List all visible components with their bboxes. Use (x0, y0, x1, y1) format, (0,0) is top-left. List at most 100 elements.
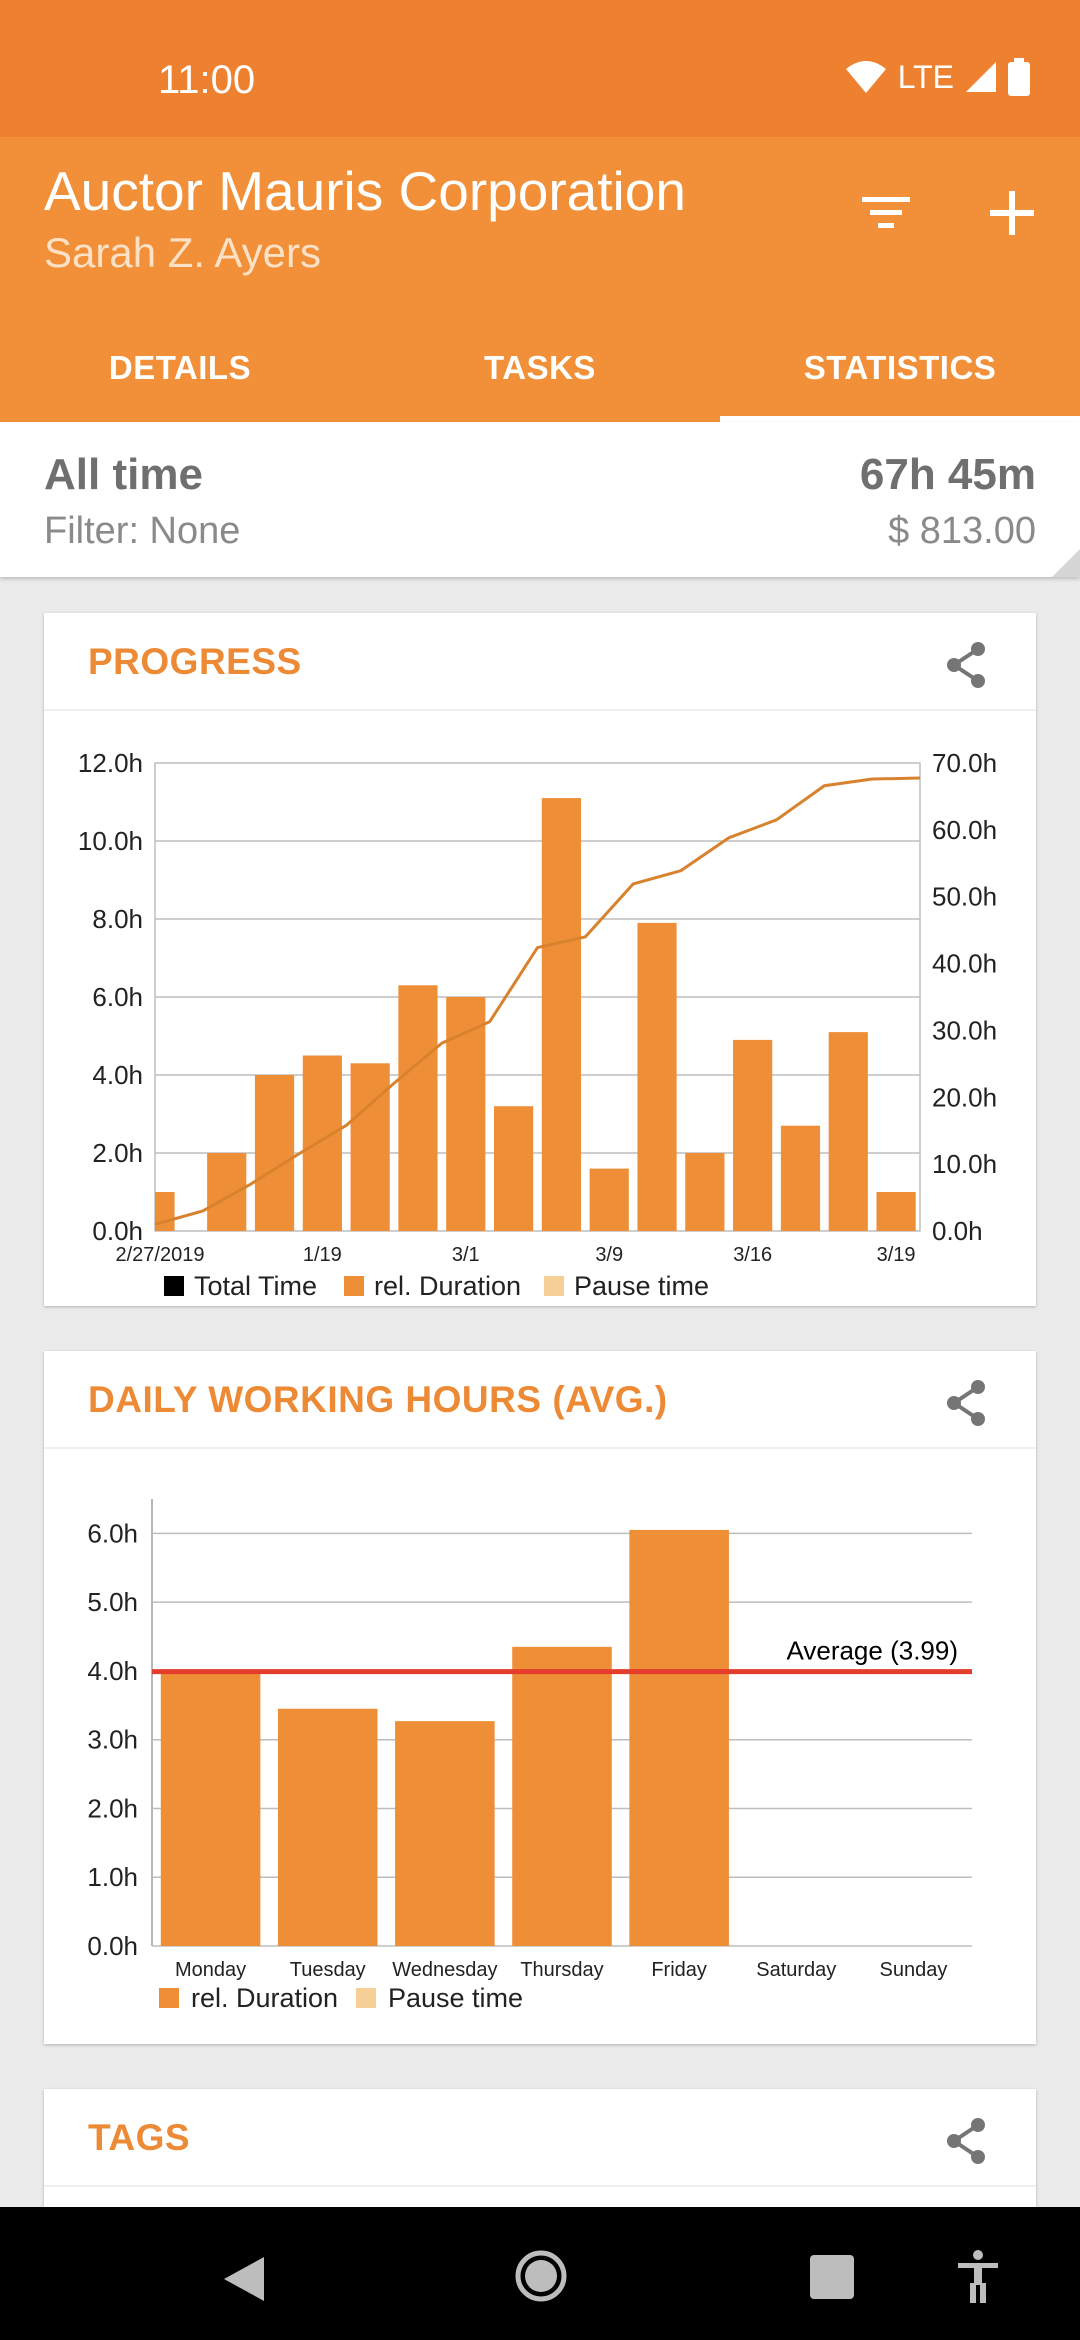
x-tick: Friday (651, 1959, 707, 1981)
accessibility-icon[interactable] (956, 2249, 1000, 2305)
home-icon[interactable] (514, 2249, 568, 2303)
legend-label: rel. Duration (374, 1271, 521, 1301)
average-label: Average (3.99) (786, 1636, 958, 1666)
progress-card-header: PROGRESS (44, 613, 1036, 711)
daily-hours-chart: Average (3.99) 0.0h 1.0h 2.0h 3.0h 4.0h 5.0h 6… (87, 1499, 972, 2013)
share-icon[interactable] (944, 2117, 988, 2165)
daily-bar (160, 1670, 261, 1946)
y-tick: 4.0h (87, 1656, 138, 1686)
appbar-actions (858, 185, 1040, 241)
duration-bar (155, 1192, 175, 1231)
legend-swatch (159, 1988, 179, 2008)
navigation-bar (0, 2207, 1080, 2340)
tab-tasks[interactable]: TASKS (484, 349, 596, 386)
duration-bar (733, 1039, 773, 1231)
x-tick: Wednesday (392, 1959, 497, 1981)
x-tick: Thursday (520, 1959, 603, 1981)
y-tick: 5.0h (87, 1587, 138, 1617)
expand-corner-icon (1052, 549, 1080, 577)
legend-label: Total Time (194, 1271, 317, 1301)
client-contact: Sarah Z. Ayers (44, 229, 322, 276)
daily-hours-card: DAILY WORKING HOURS (AVG.) Average (3.99… (44, 1351, 1036, 2044)
total-amount: $ 813.00 (888, 510, 1036, 552)
x-tick: 3/9 (595, 1244, 623, 1266)
client-title: Auctor Mauris Corporation (44, 160, 686, 222)
daily-bar (395, 1721, 495, 1946)
status-bar: 11:00 LTE (0, 0, 1080, 137)
y-tick: 1.0h (87, 1862, 138, 1892)
legend-label: Pause time (574, 1271, 709, 1301)
duration-bar (302, 1055, 342, 1231)
duration-bar (446, 997, 486, 1231)
daily-bar (512, 1646, 612, 1946)
tags-card-title: TAGS (88, 2117, 191, 2158)
y-right-tick: 0.0h (932, 1216, 983, 1246)
tags-card-header: TAGS (44, 2089, 1036, 2187)
duration-bar (207, 1153, 247, 1231)
duration-bar (685, 1153, 725, 1231)
add-icon[interactable] (984, 185, 1040, 241)
x-tick: Monday (175, 1959, 246, 1981)
duration-bar (637, 922, 677, 1231)
duration-bar (780, 1125, 821, 1231)
duration-bar (398, 985, 438, 1231)
progress-card: PROGRESS 0.0h 2.0h 4.0h 6.0h 8.0h 10.0h 12.0h … (44, 613, 1036, 1306)
status-icons: LTE (844, 58, 1030, 96)
filter-status: Filter: None (44, 510, 241, 552)
share-icon[interactable] (944, 641, 988, 689)
y-right-tick: 70.0h (932, 748, 997, 778)
x-tick: 3/1 (452, 1244, 480, 1266)
daily-bar (277, 1708, 378, 1946)
daily-card-header: DAILY WORKING HOURS (AVG.) (44, 1351, 1036, 1449)
progress-card-title: PROGRESS (88, 641, 302, 682)
share-icon[interactable] (944, 1379, 988, 1427)
total-duration: 67h 45m (859, 450, 1036, 499)
y-right-tick: 10.0h (932, 1149, 997, 1179)
time-range: All time (44, 450, 203, 499)
y-left-tick: 2.0h (92, 1138, 143, 1168)
filter-icon[interactable] (858, 185, 914, 241)
y-right-tick: 50.0h (932, 882, 997, 912)
y-left-tick: 0.0h (92, 1216, 143, 1246)
y-right-tick: 40.0h (932, 949, 997, 979)
legend-label: rel. Duration (191, 1983, 338, 2013)
x-tick: 3/16 (733, 1244, 772, 1266)
tags-card: TAGS (44, 2089, 1036, 2229)
y-left-tick: 10.0h (78, 826, 143, 856)
tab-details[interactable]: DETAILS (108, 349, 252, 386)
summary-panel[interactable]: All time Filter: None 67h 45m $ 813.00 (0, 422, 1080, 577)
x-tick: 3/19 (877, 1244, 916, 1266)
y-right-tick: 30.0h (932, 1015, 997, 1045)
y-left-tick: 4.0h (92, 1060, 143, 1090)
y-left-tick: 8.0h (92, 904, 143, 934)
duration-bar (876, 1192, 916, 1231)
y-tick: 0.0h (87, 1931, 138, 1961)
legend-swatch (164, 1276, 184, 1296)
wifi-icon (845, 61, 886, 93)
legend-label: Pause time (388, 1983, 523, 2013)
duration-bar (254, 1075, 295, 1231)
y-tick: 2.0h (87, 1793, 138, 1823)
tab-bar: DETAILS TASKS STATISTICS (0, 317, 1080, 422)
recents-icon[interactable] (810, 2255, 854, 2299)
duration-bar (828, 1032, 868, 1231)
signal-icon (966, 62, 996, 92)
x-tick: Tuesday (290, 1959, 366, 1981)
total-time-line (154, 776, 921, 1226)
y-left-tick: 12.0h (78, 748, 143, 778)
legend-swatch (544, 1276, 564, 1296)
tab-statistics[interactable]: STATISTICS (720, 317, 1080, 422)
status-time: 11:00 (158, 58, 256, 102)
battery-icon (1008, 58, 1030, 96)
duration-bar (541, 798, 582, 1231)
app-bar: Auctor Mauris Corporation Sarah Z. Ayers… (0, 137, 1080, 422)
duration-bar (350, 1063, 390, 1231)
y-right-tick: 20.0h (932, 1082, 997, 1112)
duration-bar (493, 1106, 534, 1231)
network-type: LTE (897, 58, 954, 95)
back-icon[interactable] (222, 2255, 266, 2303)
legend-swatch (356, 1988, 376, 2008)
daily-bar (629, 1529, 729, 1946)
duration-bar (589, 1168, 629, 1231)
progress-chart: 0.0h 2.0h 4.0h 6.0h 8.0h 10.0h 12.0h 0.0h 10.0h… (78, 748, 997, 1301)
